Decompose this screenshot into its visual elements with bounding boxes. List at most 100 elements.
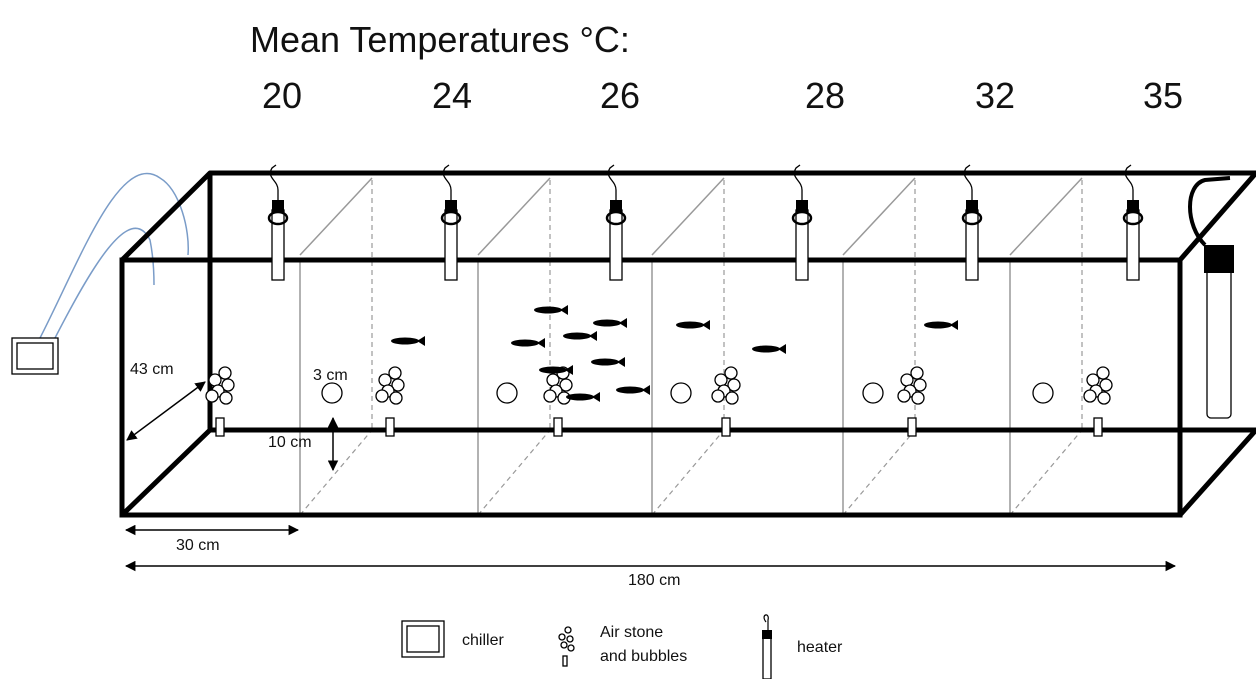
legend-chiller: chiller <box>462 632 504 649</box>
bubble <box>1097 391 1111 405</box>
heater-wire <box>1124 164 1134 200</box>
temperature: 28 <box>805 75 845 116</box>
legend-airstone-2: and bubbles <box>600 648 687 665</box>
heater-wire <box>269 164 279 200</box>
bubble <box>221 378 235 392</box>
divider-top <box>651 177 725 256</box>
bubble <box>900 373 914 387</box>
fish <box>593 319 621 327</box>
divider-top <box>477 177 551 256</box>
bubble <box>205 389 219 403</box>
bubble <box>711 389 725 403</box>
bubble <box>714 373 728 387</box>
bubble <box>913 378 927 392</box>
bubble <box>1083 389 1097 403</box>
depth-label: 43 cm <box>130 361 174 378</box>
bubble <box>724 366 738 380</box>
fish <box>566 393 594 401</box>
heater-wire <box>607 164 617 200</box>
fish-tail <box>702 320 710 330</box>
large-bubble <box>670 382 692 404</box>
depth-arrow <box>126 381 206 441</box>
fish-tail <box>417 336 425 346</box>
temperature: 32 <box>975 75 1015 116</box>
height-label: 10 cm <box>268 434 312 451</box>
bubble <box>543 389 557 403</box>
heater-cap <box>796 200 808 212</box>
temperature: 24 <box>432 75 472 116</box>
divider-bottom <box>477 429 551 516</box>
bubble <box>546 373 560 387</box>
fish-tail <box>642 385 650 395</box>
bubble <box>897 389 911 403</box>
bubble <box>388 366 402 380</box>
bubble <box>391 378 405 392</box>
heater-cap <box>610 200 622 212</box>
divider-top <box>842 177 916 256</box>
fish <box>539 366 567 374</box>
heater-cap <box>445 200 457 212</box>
temperature: 35 <box>1143 75 1183 116</box>
air-stone <box>385 417 395 437</box>
bubble <box>208 373 222 387</box>
fish-tail <box>592 392 600 402</box>
hose <box>54 227 155 339</box>
air-stone <box>553 417 563 437</box>
fish <box>752 345 780 353</box>
fish-tail <box>950 320 958 330</box>
fish <box>511 339 539 347</box>
heater-tube <box>609 209 623 281</box>
fish-tail <box>560 305 568 315</box>
heater-tube <box>271 209 285 281</box>
air-stone <box>907 417 917 437</box>
length-label: 180 cm <box>628 572 680 589</box>
legend: chiller Air stone and bubbles heater <box>401 614 843 679</box>
bubble <box>559 378 573 392</box>
temperature: 20 <box>262 75 302 116</box>
divider-bottom <box>299 429 373 516</box>
divider-bottom <box>842 429 916 516</box>
fish-tail <box>537 338 545 348</box>
bubble <box>218 366 232 380</box>
legend-heater: heater <box>797 639 843 656</box>
bubble <box>389 391 403 405</box>
bubble <box>375 389 389 403</box>
fish <box>563 332 591 340</box>
air-stone <box>1093 417 1103 437</box>
heater-cap <box>966 200 978 212</box>
bubble <box>1086 373 1100 387</box>
fish-tail <box>589 331 597 341</box>
fish-tail <box>619 318 627 328</box>
large-bubble <box>496 382 518 404</box>
air-stone <box>215 417 225 437</box>
bubble <box>219 391 233 405</box>
title: Mean Temperatures °C: <box>250 19 630 60</box>
air-stone <box>721 417 731 437</box>
fish <box>676 321 704 329</box>
heater-cap <box>272 200 284 212</box>
fish <box>534 306 562 314</box>
fish-tail <box>778 344 786 354</box>
fish <box>616 386 644 394</box>
heater-wire <box>442 164 452 200</box>
heater-wire <box>793 164 803 200</box>
fish-tail <box>565 365 573 375</box>
fish <box>924 321 952 329</box>
bubble <box>1099 378 1113 392</box>
large-bubble <box>1032 382 1054 404</box>
fish-tail <box>617 357 625 367</box>
heater-tube <box>965 209 979 281</box>
legend-airstone-1: Air stone <box>600 624 663 641</box>
fish <box>591 358 619 366</box>
bubble <box>910 366 924 380</box>
fish <box>391 337 419 345</box>
bubble <box>727 378 741 392</box>
divider-bottom <box>651 429 725 516</box>
chiller-inner <box>16 342 54 370</box>
section-label: 30 cm <box>176 537 220 554</box>
bubble <box>725 391 739 405</box>
large-bubble <box>862 382 884 404</box>
main-heater <box>1188 176 1234 419</box>
divider-top <box>299 177 373 256</box>
